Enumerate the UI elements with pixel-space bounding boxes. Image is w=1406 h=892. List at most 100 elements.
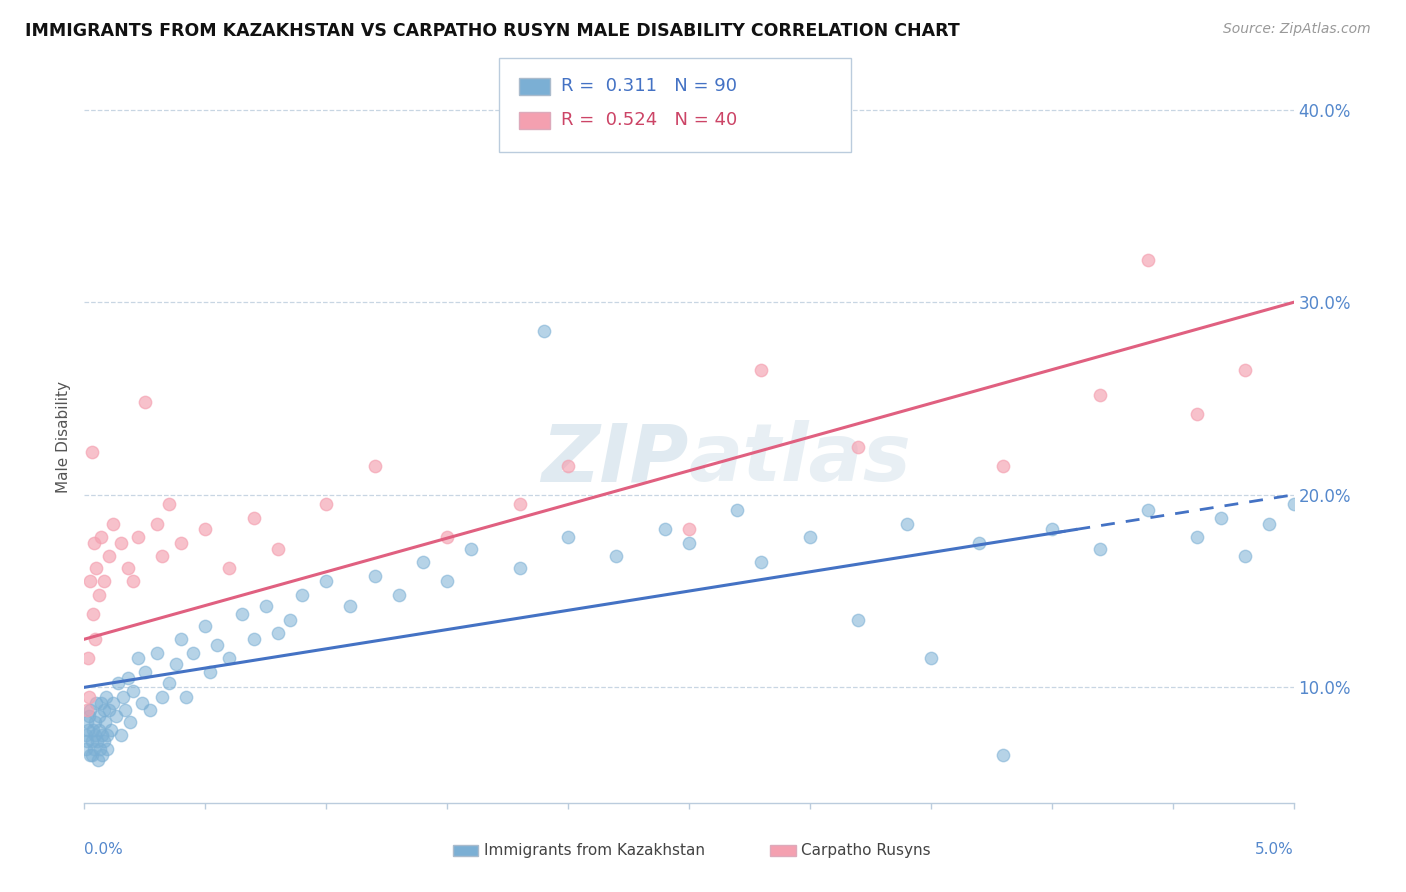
Point bbox=[509, 498, 531, 512]
Point bbox=[315, 498, 337, 512]
Point bbox=[90, 728, 112, 742]
Point bbox=[114, 703, 136, 717]
Point bbox=[1137, 503, 1160, 517]
Point bbox=[112, 690, 135, 704]
Point bbox=[134, 395, 156, 409]
Point bbox=[103, 516, 125, 531]
Point bbox=[93, 703, 115, 717]
Point bbox=[146, 646, 169, 660]
Point bbox=[138, 703, 160, 717]
Text: Carpatho Rusyns: Carpatho Rusyns bbox=[801, 843, 931, 857]
Point bbox=[150, 690, 173, 704]
Point bbox=[86, 696, 108, 710]
Point bbox=[412, 555, 434, 569]
Point bbox=[134, 665, 156, 679]
Point bbox=[100, 723, 122, 737]
Point bbox=[93, 734, 115, 748]
Y-axis label: Male Disability: Male Disability bbox=[56, 381, 72, 493]
Point bbox=[96, 728, 118, 742]
Point bbox=[291, 588, 314, 602]
Point bbox=[83, 536, 105, 550]
Point bbox=[110, 536, 132, 550]
Point bbox=[117, 671, 139, 685]
Point bbox=[157, 676, 180, 690]
Text: IMMIGRANTS FROM KAZAKHSTAN VS CARPATHO RUSYN MALE DISABILITY CORRELATION CHART: IMMIGRANTS FROM KAZAKHSTAN VS CARPATHO R… bbox=[25, 22, 960, 40]
Point bbox=[83, 714, 105, 729]
Point bbox=[170, 632, 193, 647]
Point bbox=[90, 530, 112, 544]
Point bbox=[174, 690, 197, 704]
Point bbox=[557, 458, 579, 473]
Text: 5.0%: 5.0% bbox=[1254, 842, 1294, 856]
Point bbox=[110, 728, 132, 742]
Point bbox=[254, 599, 277, 614]
Point bbox=[82, 607, 104, 622]
Point bbox=[436, 574, 458, 589]
Point bbox=[1209, 511, 1232, 525]
Point bbox=[79, 574, 101, 589]
Point bbox=[436, 530, 458, 544]
Point bbox=[1137, 252, 1160, 267]
Point bbox=[127, 651, 149, 665]
Point bbox=[90, 696, 112, 710]
Point bbox=[77, 651, 100, 665]
Point bbox=[363, 458, 385, 473]
Point bbox=[76, 703, 98, 717]
Point bbox=[509, 561, 531, 575]
Point bbox=[107, 676, 129, 690]
Point bbox=[120, 714, 142, 729]
Point bbox=[1234, 549, 1257, 564]
Point bbox=[920, 651, 942, 665]
Point bbox=[97, 703, 120, 717]
Point bbox=[77, 690, 100, 704]
Point bbox=[170, 536, 193, 550]
Point bbox=[1185, 407, 1208, 421]
Point bbox=[1258, 516, 1281, 531]
Point bbox=[87, 709, 110, 723]
Point bbox=[207, 638, 229, 652]
Text: Immigrants from Kazakhstan: Immigrants from Kazakhstan bbox=[484, 843, 704, 857]
Point bbox=[89, 742, 111, 756]
Point bbox=[83, 742, 105, 756]
Point bbox=[278, 613, 301, 627]
Point bbox=[194, 523, 217, 537]
Point bbox=[315, 574, 337, 589]
Point bbox=[117, 561, 139, 575]
Point bbox=[557, 530, 579, 544]
Point bbox=[77, 709, 100, 723]
Point bbox=[533, 324, 555, 338]
Point bbox=[751, 362, 773, 376]
Point bbox=[75, 742, 97, 756]
Point bbox=[846, 613, 869, 627]
Point bbox=[121, 684, 143, 698]
Point bbox=[94, 714, 117, 729]
Point bbox=[121, 574, 143, 589]
Point bbox=[150, 549, 173, 564]
Text: atlas: atlas bbox=[689, 420, 911, 498]
Point bbox=[87, 588, 110, 602]
Point bbox=[104, 709, 127, 723]
Point bbox=[96, 742, 118, 756]
Point bbox=[157, 498, 180, 512]
Point bbox=[751, 555, 773, 569]
Point bbox=[363, 568, 385, 582]
Point bbox=[91, 747, 114, 762]
Point bbox=[75, 728, 97, 742]
Point bbox=[799, 530, 821, 544]
Point bbox=[89, 723, 111, 737]
Point bbox=[231, 607, 253, 622]
Point bbox=[146, 516, 169, 531]
Point bbox=[242, 632, 264, 647]
Point bbox=[131, 696, 153, 710]
Point bbox=[194, 618, 217, 632]
Point bbox=[94, 690, 117, 704]
Point bbox=[725, 503, 748, 517]
Point bbox=[1040, 523, 1063, 537]
Text: 0.0%: 0.0% bbox=[84, 842, 124, 856]
Point bbox=[218, 651, 240, 665]
Point bbox=[460, 541, 482, 556]
Point bbox=[97, 549, 120, 564]
Text: Source: ZipAtlas.com: Source: ZipAtlas.com bbox=[1223, 22, 1371, 37]
Point bbox=[267, 626, 290, 640]
Point bbox=[1282, 498, 1305, 512]
